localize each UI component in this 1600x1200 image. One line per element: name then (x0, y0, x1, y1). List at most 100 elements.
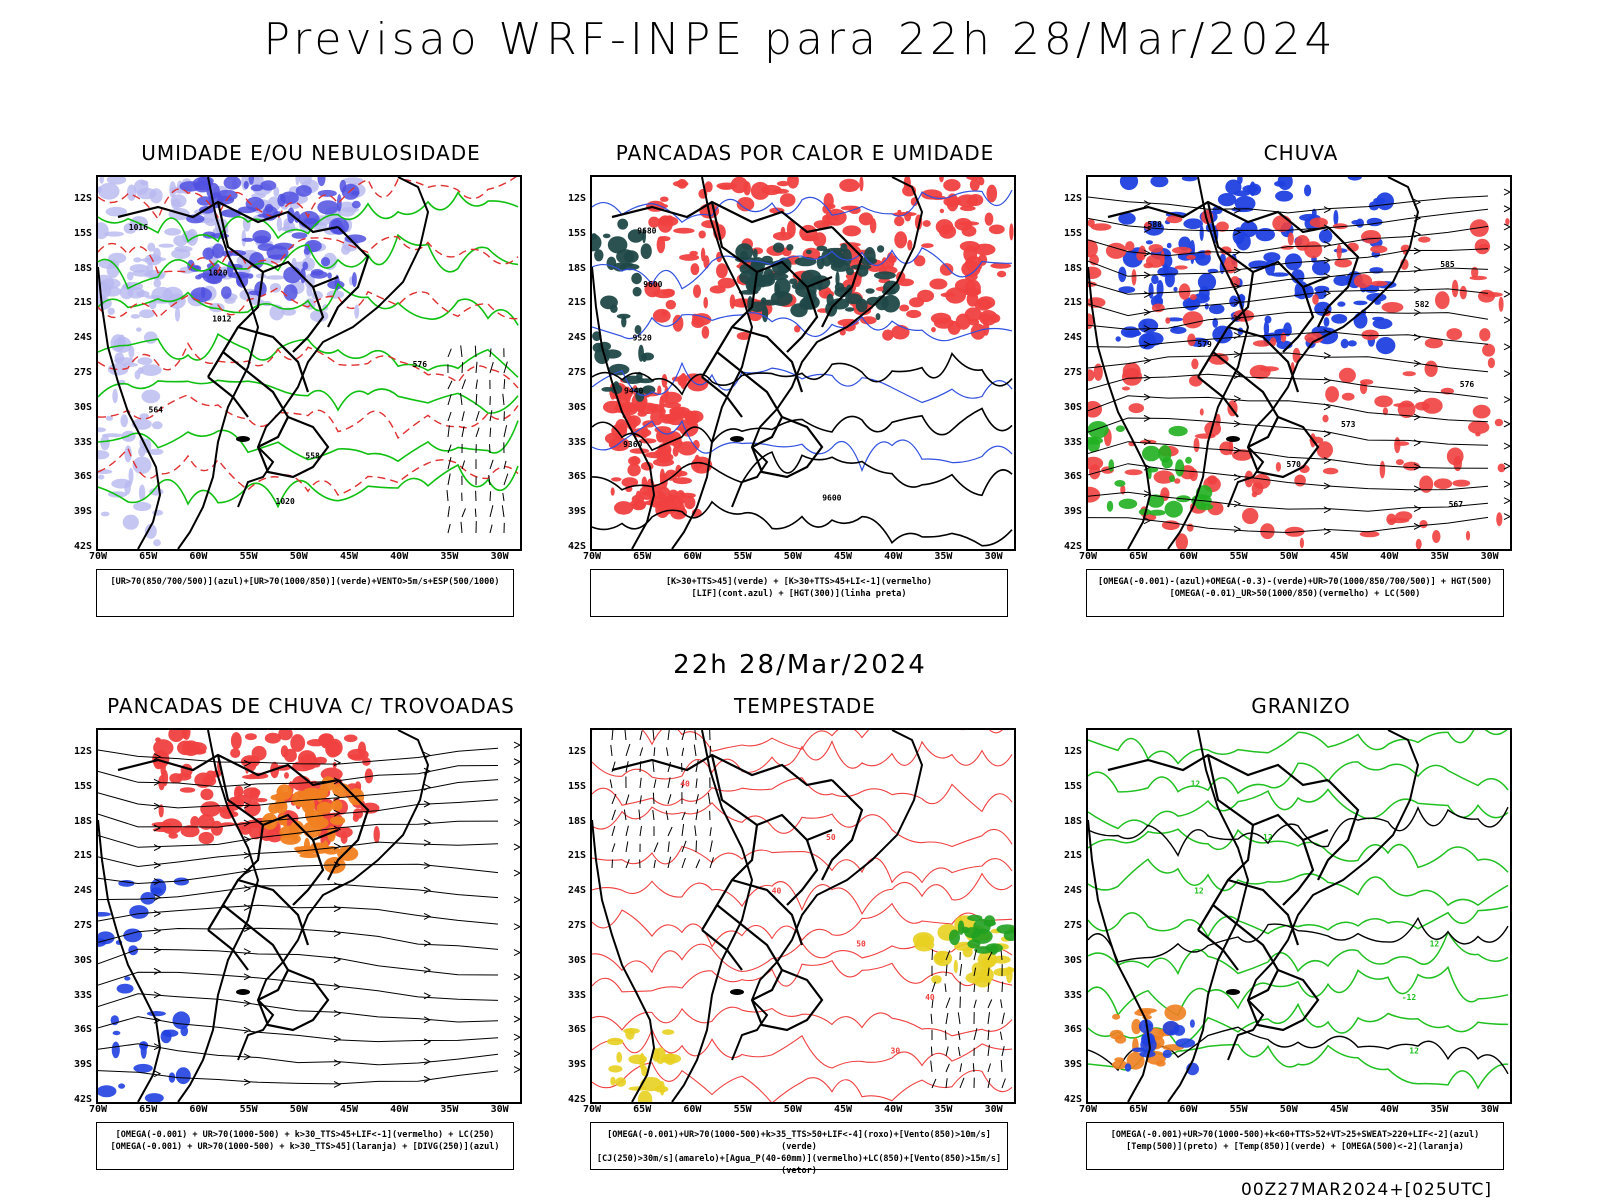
shaded-area (133, 1063, 153, 1073)
streamline-arrow (153, 778, 162, 786)
streamline-arrow (1233, 283, 1242, 290)
contour-label: 576 (1460, 380, 1475, 389)
shaded-area (845, 293, 863, 305)
wind-vector (931, 949, 934, 961)
streamline-arrow (1143, 325, 1152, 333)
shaded-area (140, 180, 149, 186)
latitude-tick-label: 24S (73, 332, 92, 344)
shaded-area (1181, 177, 1198, 182)
shaded-area (1105, 242, 1127, 259)
longitude-tick-label: 60W (189, 1104, 208, 1115)
latitude-tick-label: 30S (1063, 954, 1082, 966)
wind-vector (475, 393, 478, 406)
streamline-arrow (1233, 500, 1242, 508)
streamline-arrow (1323, 256, 1332, 264)
streamline-arrow (1233, 332, 1242, 340)
contour-line (592, 740, 1013, 780)
contour-label: 1016 (129, 223, 148, 232)
shaded-area (655, 1047, 666, 1064)
streamline-arrow (513, 869, 520, 877)
streamline-arrow (1503, 290, 1510, 298)
streamline-arrow (1503, 343, 1510, 351)
shaded-area (295, 185, 312, 197)
wind-vector (1000, 1059, 1003, 1073)
longitude-tick-label: 40W (884, 1104, 903, 1115)
streamline-arrow (1233, 525, 1242, 533)
wind-vector (695, 859, 701, 869)
shaded-area (736, 332, 751, 340)
shaded-area (672, 477, 692, 485)
shaded-area (1166, 242, 1172, 249)
shaded-area (100, 435, 110, 451)
contour-line (1088, 805, 1509, 858)
model-run-label: 00Z27MAR2024+[025UTC] (1241, 1180, 1492, 1200)
shaded-area (148, 448, 164, 455)
contour-label: 558 (305, 451, 320, 460)
shaded-area (1187, 333, 1196, 347)
wind-vector (665, 810, 669, 821)
streamline (1088, 352, 1489, 373)
longitude-tick-label: 45W (833, 551, 853, 562)
contour-line (1088, 828, 1509, 873)
streamline-arrow (333, 930, 342, 937)
shaded-area (1131, 1047, 1146, 1053)
streamline-arrow (423, 1075, 432, 1083)
streamline-arrow (1143, 393, 1152, 401)
shaded-area (939, 177, 944, 183)
shaded-area (1361, 230, 1381, 244)
latitude-tick-label: 42S (567, 1094, 586, 1105)
shaded-area (202, 247, 215, 260)
shaded-area (1162, 1020, 1180, 1036)
shaded-area (1475, 432, 1481, 437)
streamline-arrow (1503, 396, 1510, 404)
wind-vector (639, 825, 642, 837)
wind-vector (695, 840, 697, 853)
wind-vector (709, 827, 712, 837)
latitude-tick-label: 36S (73, 471, 92, 483)
shaded-area (1340, 338, 1349, 349)
shaded-area (364, 768, 374, 784)
shaded-area (717, 277, 736, 289)
contour-line (1088, 930, 1509, 976)
state-border (821, 779, 864, 881)
contour-label: 1020 (276, 497, 295, 506)
shaded-area (343, 734, 358, 743)
shaded-area (641, 352, 654, 361)
wind-vector (489, 427, 492, 438)
shaded-area (158, 243, 175, 248)
streamline-arrow (1503, 497, 1510, 505)
shaded-area (139, 413, 149, 420)
shaded-area (344, 234, 367, 244)
streamline-arrow (333, 793, 342, 801)
streamline-arrow (333, 809, 342, 817)
latitude-tick-label: 18S (567, 262, 586, 274)
shaded-area (243, 181, 249, 189)
state-border (611, 200, 833, 234)
state-border (117, 200, 339, 234)
shaded-area (984, 212, 994, 226)
shaded-area (929, 278, 948, 290)
streamline-arrow (423, 992, 432, 1000)
wind-vector (681, 811, 686, 821)
longitude-tick-label: 40W (1380, 551, 1399, 562)
shaded-area (1236, 232, 1251, 251)
shaded-area (1174, 478, 1181, 484)
shaded-area (1359, 530, 1380, 538)
state-border (1206, 201, 1329, 289)
shaded-area (1251, 482, 1264, 496)
state-border (1107, 753, 1329, 787)
latitude-tick-label: 39S (567, 1059, 586, 1071)
shaded-area (611, 477, 622, 482)
shaded-area (310, 309, 329, 323)
shaded-area (118, 1083, 126, 1089)
wind-vector (461, 508, 466, 518)
shaded-area (943, 196, 961, 207)
shaded-area (689, 250, 698, 256)
streamline (98, 1070, 499, 1085)
state-border (716, 351, 784, 448)
shaded-area (158, 804, 164, 818)
streamline-arrow (513, 896, 520, 904)
state-border (117, 753, 339, 787)
shaded-area (1469, 275, 1488, 281)
shaded-area (257, 243, 276, 251)
